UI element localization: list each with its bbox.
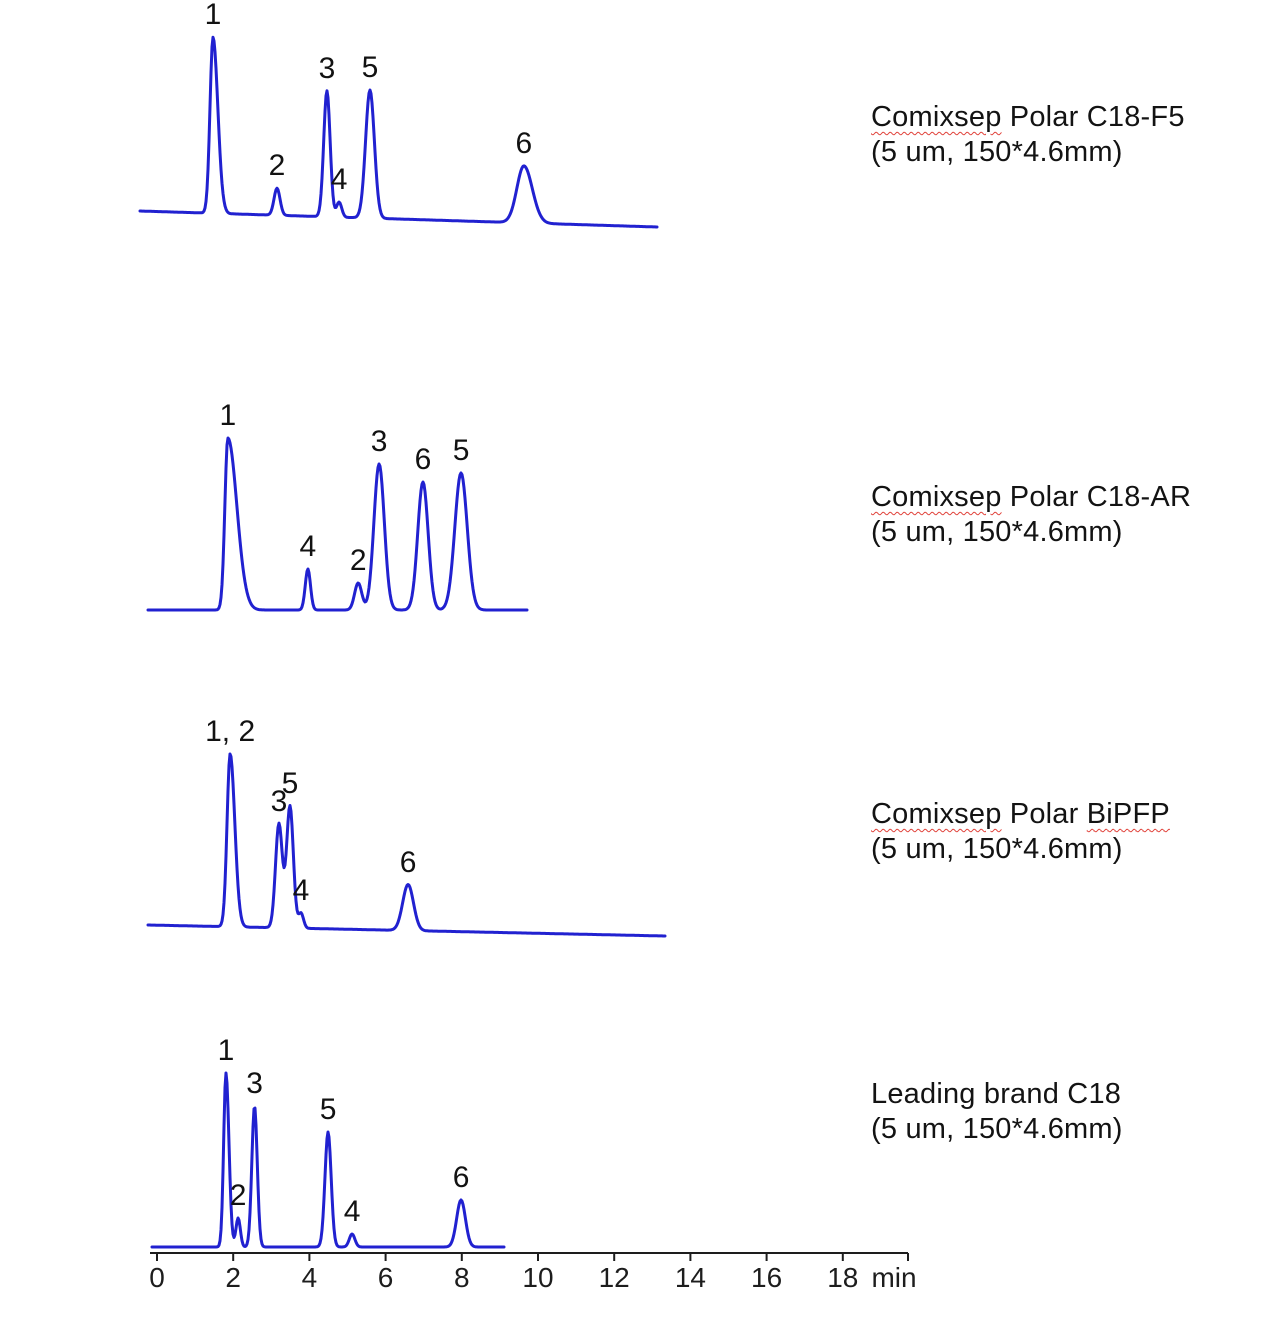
chromatogram-trace-comixsep-polar-c18-f5	[138, 35, 659, 229]
peak-label-comixsep-polar-c18-ar-2: 2	[349, 544, 367, 577]
peak-label-leading-brand-c18-1: 1	[217, 1034, 235, 1067]
time-axis	[150, 1252, 909, 1261]
misspelled-word: Comixsep	[871, 798, 1002, 830]
peak-label-comixsep-polar-c18-f5-3: 3	[318, 51, 336, 85]
chromatogram-trace-comixsep-polar-bipfp	[146, 752, 667, 938]
peak-label-comixsep-polar-bipfp-5: 5	[281, 767, 299, 801]
axis-tick-label-12: 12	[598, 1262, 630, 1293]
axis-tick-label-4: 4	[301, 1262, 318, 1293]
peak-label-comixsep-polar-c18-f5-6: 6	[515, 126, 533, 160]
column-label-leading-brand: Leading brand C18 (5 um, 150*4.6mm)	[871, 1077, 1123, 1147]
peak-label-comixsep-polar-c18-f5-2: 2	[268, 149, 286, 183]
peak-label-leading-brand-c18-3: 3	[246, 1067, 263, 1100]
peak-label-comixsep-polar-c18-ar-5: 5	[452, 434, 470, 467]
peak-label-leading-brand-c18-5: 5	[319, 1093, 337, 1126]
peak-label-leading-brand-c18-2: 2	[229, 1179, 247, 1212]
title-text: Polar C18-F5	[1001, 101, 1185, 133]
peak-label-leading-brand-c18-4: 4	[343, 1195, 361, 1228]
peak-label-comixsep-polar-c18-ar-6: 6	[414, 443, 432, 476]
column-title: Leading brand C18	[871, 1077, 1123, 1112]
axis-unit-label: min	[871, 1262, 917, 1293]
peak-label-comixsep-polar-bipfp-4: 4	[292, 874, 310, 908]
peak-label-comixsep-polar-c18-ar-4: 4	[299, 530, 317, 563]
column-subtitle: (5 um, 150*4.6mm)	[871, 516, 1123, 548]
title-text: Polar C18-AR	[1001, 481, 1192, 513]
misspelled-word: BiPFP	[1086, 798, 1170, 830]
axis-tick-label-2: 2	[225, 1262, 241, 1293]
peak-label-comixsep-polar-bipfp-6: 6	[399, 845, 417, 879]
peak-label-comixsep-polar-bipfp-3: 3	[270, 784, 288, 818]
title-text: Leading brand C18	[871, 1078, 1122, 1110]
chromatogram-trace-leading-brand-c18	[150, 1071, 506, 1249]
column-subtitle: (5 um, 150*4.6mm)	[871, 1113, 1123, 1145]
column-title: Comixsep Polar C18-AR	[871, 480, 1191, 515]
axis-tick-label-6: 6	[377, 1262, 394, 1293]
peak-label-comixsep-polar-bipfp-1-2: 1, 2	[205, 714, 256, 748]
peak-label-comixsep-polar-c18-f5-5: 5	[361, 51, 379, 85]
axis-tick-label-18: 18	[827, 1262, 859, 1293]
axis-tick-label-14: 14	[674, 1262, 706, 1293]
misspelled-word: Comixsep	[871, 481, 1002, 513]
peak-label-comixsep-polar-c18-ar-3: 3	[370, 425, 388, 458]
column-subtitle: (5 um, 150*4.6mm)	[871, 833, 1123, 865]
title-text: Polar	[1001, 798, 1087, 830]
column-label-c18-f5: Comixsep Polar C18-F5 (5 um, 150*4.6mm)	[871, 100, 1185, 170]
axis-tick-label-16: 16	[751, 1262, 783, 1293]
column-subtitle: (5 um, 150*4.6mm)	[871, 136, 1123, 168]
column-title: Comixsep Polar C18-F5	[871, 100, 1185, 135]
axis-tick-label-10: 10	[522, 1262, 554, 1293]
peak-label-leading-brand-c18-6: 6	[452, 1161, 470, 1194]
peak-label-comixsep-polar-c18-f5-1: 1	[204, 0, 222, 32]
column-label-bipfp: Comixsep Polar BiPFP (5 um, 150*4.6mm)	[871, 797, 1170, 867]
axis-tick-label-0: 0	[149, 1262, 165, 1293]
column-label-c18-ar: Comixsep Polar C18-AR (5 um, 150*4.6mm)	[871, 480, 1191, 550]
axis-tick-label-8: 8	[454, 1262, 470, 1293]
chromatogram-trace-comixsep-polar-c18-ar	[146, 436, 529, 612]
column-title: Comixsep Polar BiPFP	[871, 797, 1170, 832]
peak-label-comixsep-polar-c18-ar-1: 1	[219, 399, 237, 432]
peak-label-comixsep-polar-c18-f5-4: 4	[330, 163, 348, 197]
misspelled-word: Comixsep	[871, 101, 1002, 133]
